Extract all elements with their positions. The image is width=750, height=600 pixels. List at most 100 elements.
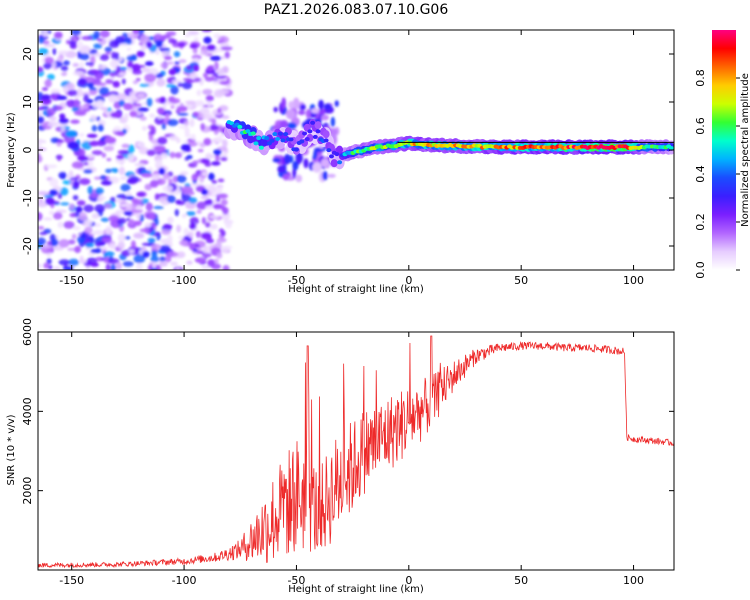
- spectral-blob: [292, 97, 300, 110]
- spectral-blob: [80, 233, 87, 239]
- spectral-blob: [160, 62, 169, 69]
- spectral-blob: [100, 180, 113, 186]
- spectral-blob: [205, 198, 213, 206]
- spectral-blob: [139, 228, 150, 233]
- spectral-blob: [151, 261, 157, 269]
- spectral-blob: [189, 43, 198, 49]
- spectral-blob: [101, 235, 112, 244]
- spectral-blob: [205, 221, 211, 228]
- spectral-blob: [158, 167, 166, 175]
- spectral-blob: [135, 263, 143, 270]
- spectral-blob: [45, 197, 55, 205]
- spectral-blob: [295, 174, 303, 183]
- spectral-blob: [105, 51, 112, 55]
- spectral-blob: [93, 176, 102, 180]
- spectral-blob: [201, 171, 208, 177]
- spectral-blob: [155, 41, 163, 48]
- ridge-segment: [250, 131, 256, 136]
- spectral-blob: [159, 244, 171, 252]
- spectral-blob: [179, 171, 189, 176]
- spectral-blob: [184, 100, 197, 105]
- chart-title: PAZ1.2026.083.07.10.G06: [264, 2, 449, 18]
- spectral-blob: [217, 193, 229, 199]
- spectral-blob: [53, 31, 63, 39]
- y-tick-label: 6000: [21, 318, 34, 346]
- spectral-blob: [334, 100, 339, 107]
- spectral-blob: [303, 158, 309, 169]
- spectral-blob: [68, 258, 80, 266]
- spectral-blob: [106, 157, 112, 162]
- spectral-blob: [200, 107, 208, 115]
- spectral-blob: [109, 72, 117, 77]
- spectral-blob: [209, 215, 220, 219]
- spectral-blob: [220, 156, 228, 162]
- spectral-blob: [116, 65, 121, 75]
- spectral-blob: [200, 123, 206, 131]
- spectral-blob: [57, 50, 70, 55]
- spectral-blob: [79, 52, 90, 61]
- spectral-blob: [167, 216, 174, 224]
- spectral-blob: [322, 171, 328, 181]
- spectral-blob: [87, 82, 94, 89]
- snr-y-label: SNR (10 * v/v): [6, 414, 17, 485]
- ridge-segment: [237, 124, 243, 129]
- spectral-blob: [176, 251, 186, 259]
- ridge-segment: [334, 152, 340, 157]
- spectral-blob: [184, 120, 189, 126]
- spectral-blob: [45, 164, 58, 169]
- spectral-blob: [161, 34, 171, 39]
- ridge-segment: [247, 135, 255, 144]
- spectral-blob: [38, 263, 42, 269]
- ridge-segment: [312, 134, 318, 139]
- spectral-blob: [42, 40, 50, 45]
- ridge-segment: [288, 137, 294, 142]
- spectral-blob: [38, 197, 43, 204]
- spectral-blob: [176, 224, 182, 233]
- spectral-blob: [38, 153, 42, 163]
- spectral-blob: [99, 106, 109, 111]
- spectral-blob: [38, 66, 44, 73]
- spectral-blob: [38, 116, 45, 124]
- y-tick-label: -20: [21, 237, 34, 255]
- y-tick-label: -10: [21, 189, 34, 207]
- spectral-blob: [57, 221, 64, 229]
- spectral-blob: [103, 251, 115, 257]
- spectral-blob: [128, 218, 135, 226]
- spectral-blob: [162, 172, 170, 180]
- spectral-blob: [43, 217, 53, 221]
- spectral-blob: [131, 63, 141, 72]
- spectral-blob: [79, 61, 84, 70]
- spectral-blob: [118, 99, 126, 107]
- ridge-segment: [299, 139, 305, 144]
- spectral-blob: [146, 97, 153, 107]
- spectral-blob: [62, 265, 74, 270]
- spectral-blob: [184, 183, 191, 187]
- spectral-blob: [147, 213, 156, 220]
- spectral-blob: [179, 239, 188, 246]
- spectral-blob: [189, 118, 195, 128]
- spectral-blob: [224, 51, 230, 59]
- spectral-blob: [97, 197, 103, 202]
- snr-x-ticks: -150 -100 -50 0 50 100: [59, 332, 644, 587]
- spectral-blob: [122, 261, 134, 267]
- spectral-blob: [149, 113, 156, 118]
- spectral-blob: [52, 48, 57, 55]
- spectral-blob: [192, 248, 198, 253]
- spectral-blob: [78, 78, 87, 86]
- spectral-blob: [211, 119, 217, 126]
- spectral-blob: [207, 259, 215, 267]
- spectral-blob: [79, 255, 84, 264]
- spectral-blob: [94, 204, 106, 213]
- spectral-blob: [213, 149, 222, 156]
- spectral-blob: [131, 198, 139, 204]
- spectral-blob: [154, 193, 160, 201]
- spectral-blob: [127, 67, 133, 72]
- spectral-blob: [46, 258, 52, 265]
- x-tick-label: 0: [405, 574, 412, 587]
- spectral-blob: [175, 267, 181, 270]
- spectral-blob: [74, 110, 86, 116]
- spectral-blob: [105, 225, 112, 235]
- spectral-blob: [39, 231, 48, 236]
- spectral-blob: [167, 251, 179, 258]
